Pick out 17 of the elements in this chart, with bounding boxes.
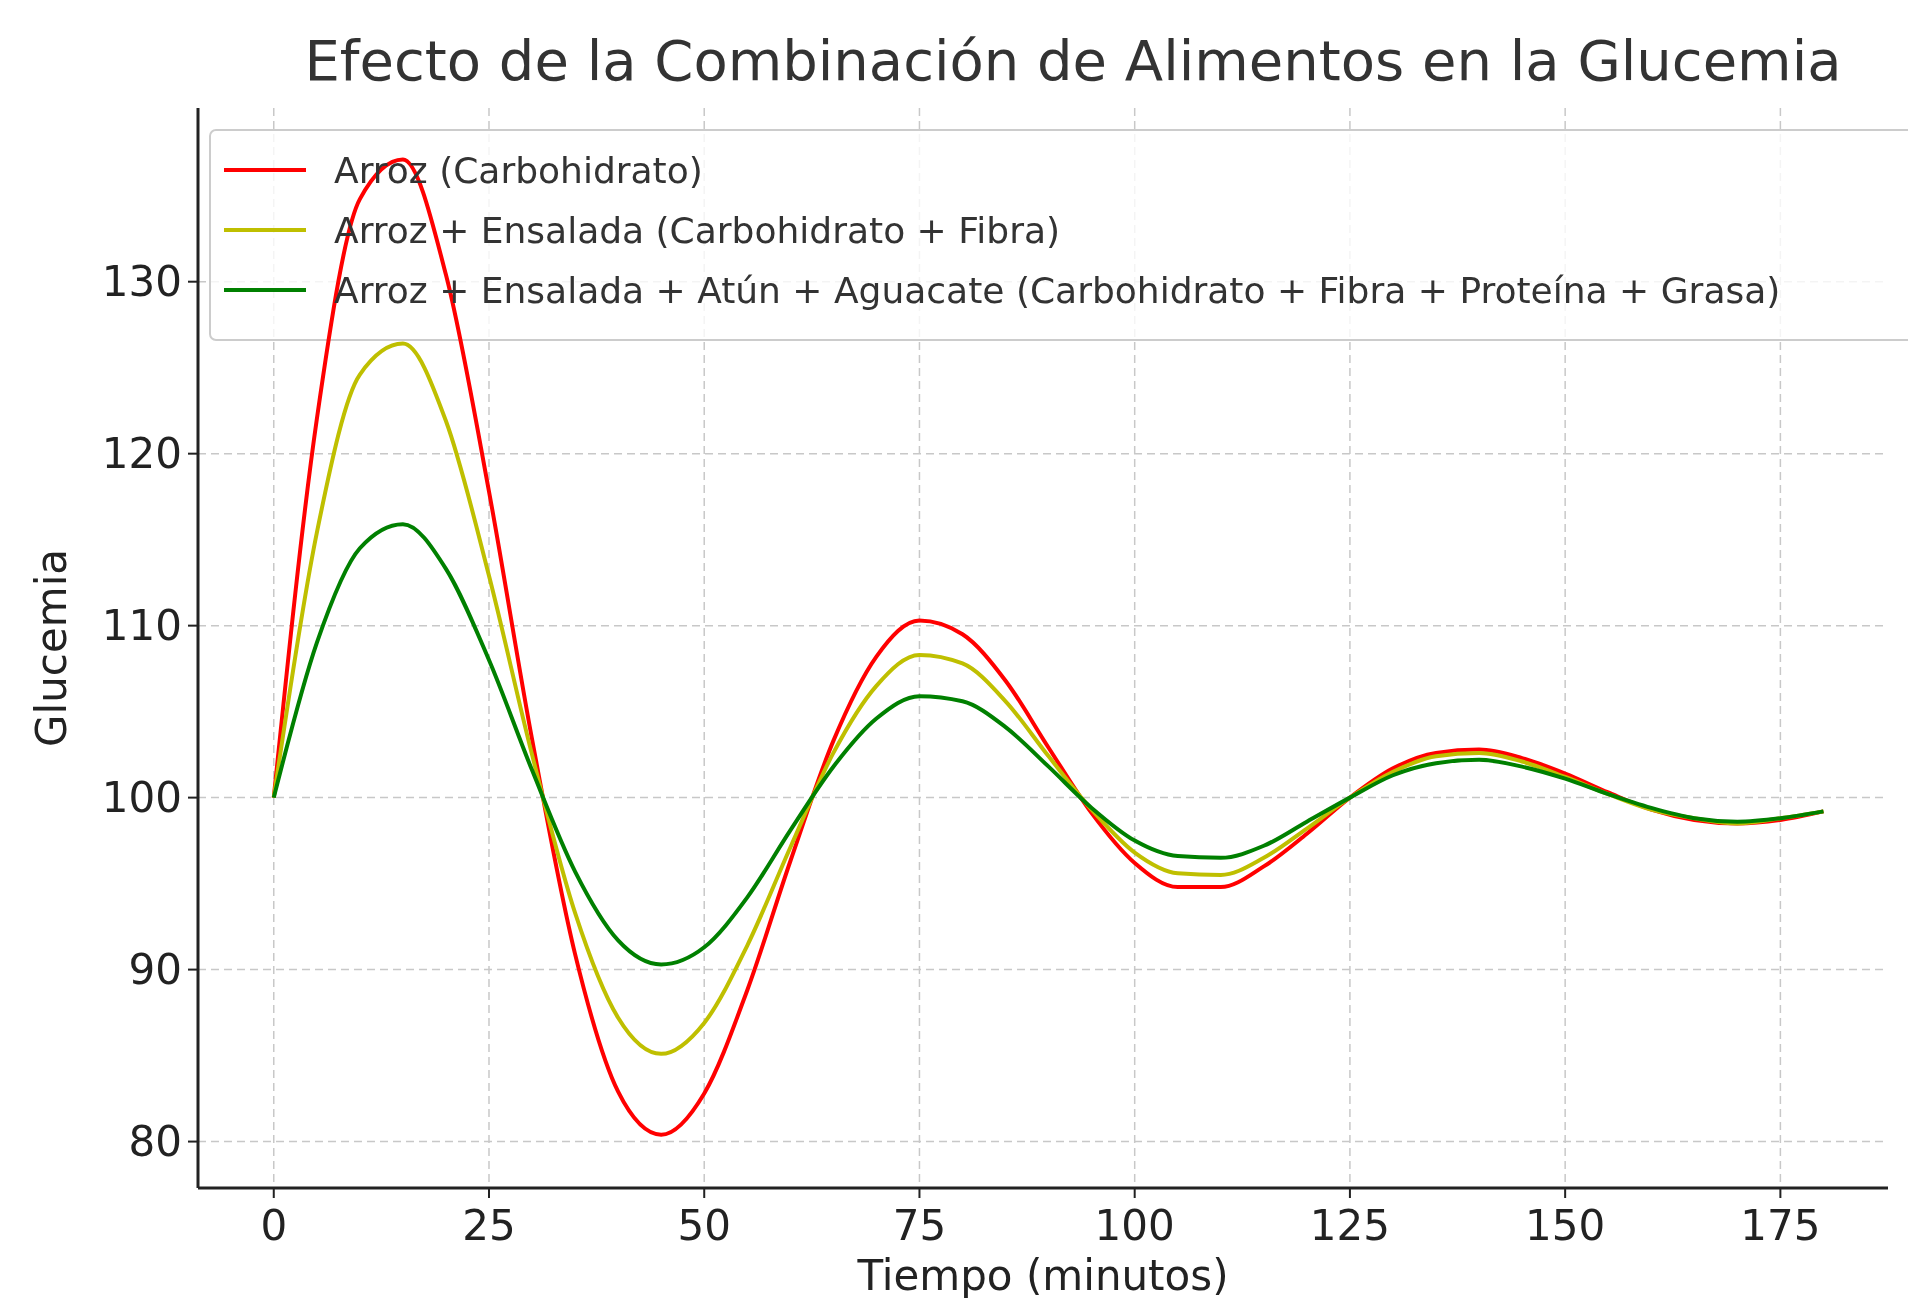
x-tick-label: 125 <box>1309 1201 1391 1250</box>
y-tick-label: 120 <box>101 429 182 479</box>
y-axis-title: Glucemia <box>27 548 76 748</box>
y-tick-label: 130 <box>101 257 182 307</box>
x-tick-label: 25 <box>462 1201 516 1250</box>
y-tick-label: 100 <box>101 773 182 823</box>
x-tick-label: 75 <box>892 1201 947 1250</box>
y-tick-label: 80 <box>128 1117 182 1167</box>
x-tick-label: 175 <box>1740 1201 1821 1250</box>
y-tick-label: 110 <box>101 601 182 651</box>
chart-title: Efecto de la Combinación de Alimentos en la Glucemia <box>304 28 1842 93</box>
x-tick-label: 50 <box>677 1201 731 1250</box>
x-tick-label: 150 <box>1525 1201 1606 1250</box>
x-tick-label: 100 <box>1094 1201 1175 1250</box>
line-series <box>271 522 1826 967</box>
x-tick-label: 0 <box>260 1201 288 1250</box>
y-tick-label: 90 <box>128 945 182 995</box>
